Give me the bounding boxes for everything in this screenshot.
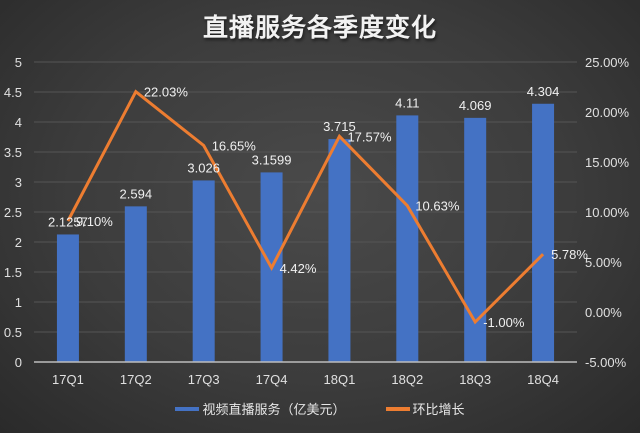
left-tick-label: 0: [15, 355, 22, 370]
right-tick-label: -5.00%: [585, 355, 627, 370]
right-tick-label: 5.00%: [585, 255, 622, 270]
right-tick-label: 0.00%: [585, 305, 622, 320]
left-tick-label: 4.5: [4, 85, 22, 100]
bar-value-label: 3.1599: [252, 152, 292, 167]
bar-value-label: 3.026: [187, 160, 220, 175]
x-tick-label: 18Q3: [459, 372, 491, 387]
left-tick-label: 5: [15, 55, 22, 70]
left-tick-label: 1.5: [4, 265, 22, 280]
left-tick-label: 2.5: [4, 205, 22, 220]
x-tick-label: 18Q2: [391, 372, 423, 387]
bar[interactable]: [532, 103, 555, 362]
bar[interactable]: [56, 234, 79, 362]
growth-line[interactable]: [66, 89, 545, 325]
line-data-labels: 9.10% 22.03% 16.65% 4.42% 17.57% 10.63% -1.00%…: [76, 85, 588, 330]
bar-data-labels: 2.1257 2.594 3.026 3.1599 3.715 4.11 4.069 4.30…: [48, 84, 559, 230]
legend-label-line: 环比增长: [412, 403, 465, 418]
x-tick-label: 18Q1: [324, 372, 356, 387]
x-tick-label: 17Q2: [120, 372, 152, 387]
bar-value-label: 3.715: [323, 119, 356, 134]
legend-label-bar: 视频直播服务（亿美元）: [202, 403, 346, 418]
line-value-label: 22.03%: [144, 85, 189, 100]
legend-item-line[interactable]: 环比增长: [385, 399, 465, 418]
legend-swatch-bar: [175, 406, 200, 411]
x-tick-label: 18Q4: [527, 372, 559, 387]
left-tick-label: 0.5: [4, 325, 22, 340]
bar[interactable]: [328, 139, 351, 362]
bar-value-label: 4.069: [459, 98, 492, 113]
x-tick-label: 17Q1: [52, 372, 84, 387]
left-tick-label: 3.5: [4, 145, 22, 160]
left-tick-label: 1: [15, 295, 22, 310]
line-value-label: 10.63%: [415, 199, 460, 214]
bar[interactable]: [192, 180, 215, 362]
bar-value-label: 2.594: [120, 186, 153, 201]
legend-item-bar[interactable]: 视频直播服务（亿美元）: [175, 399, 346, 418]
right-tick-label: 25.00%: [585, 55, 630, 70]
x-tick-label: 17Q3: [188, 372, 220, 387]
legend-swatch-line: [385, 406, 410, 411]
left-tick-label: 4: [15, 115, 22, 130]
left-tick-label: 3: [15, 175, 22, 190]
left-tick-label: 2: [15, 235, 22, 250]
gridlines: [34, 61, 577, 333]
bar[interactable]: [464, 117, 487, 362]
right-tick-label: 15.00%: [585, 155, 630, 170]
bar-value-label: 4.304: [527, 84, 560, 99]
left-axis-ticks: 0 0.5 1 1.5 2 2.5 3 3.5 4 4.5 5: [4, 55, 22, 370]
bar-value-label: 4.11: [395, 95, 419, 110]
right-tick-label: 20.00%: [585, 105, 630, 120]
bar-value-label: 2.1257: [48, 214, 88, 229]
x-tick-label: 17Q4: [256, 372, 288, 387]
line-series: [66, 89, 545, 325]
right-axis-ticks: -5.00% 0.00% 5.00% 10.00% 15.00% 20.00% 25.00%: [585, 55, 630, 370]
line-value-label: -1.00%: [483, 315, 525, 330]
bar[interactable]: [396, 115, 419, 363]
right-tick-label: 10.00%: [585, 205, 630, 220]
line-value-label: 5.78%: [551, 247, 588, 262]
chart-title: 直播服务各季度变化: [202, 13, 437, 42]
line-value-label: 9.10%: [76, 214, 113, 229]
line-value-label: 4.42%: [280, 261, 317, 276]
bar[interactable]: [124, 206, 147, 362]
x-axis-ticks: 17Q1 17Q2 17Q3 17Q4 18Q1 18Q2 18Q3 18Q4: [52, 372, 559, 387]
bar-series: [56, 103, 555, 363]
line-value-label: 16.65%: [212, 139, 257, 154]
line-value-label: 17.57%: [347, 129, 392, 144]
legend: 视频直播服务（亿美元） 环比增长: [0, 399, 640, 418]
